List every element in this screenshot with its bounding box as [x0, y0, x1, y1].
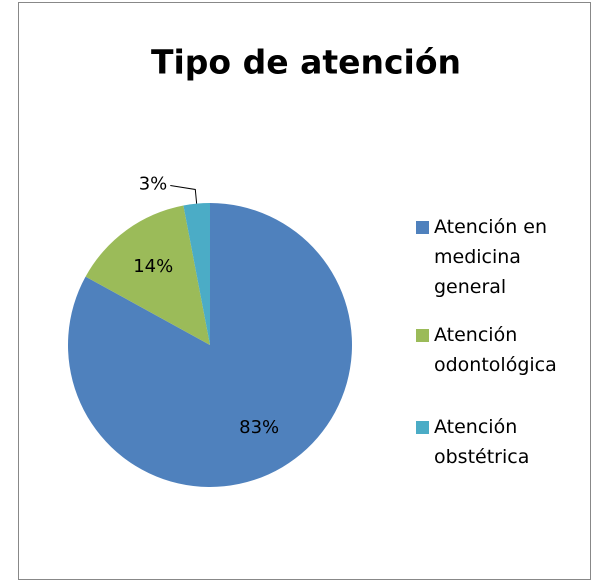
pie-slice [67, 203, 352, 487]
data-label: 14% [133, 256, 173, 277]
pie-slice [85, 205, 210, 345]
legend-label: Atención odontológica [434, 324, 557, 376]
chart-title: Tipo de atención [151, 43, 461, 82]
legend-swatch [416, 329, 429, 342]
leader-line [170, 184, 198, 204]
legend-item: Atención obstétrica [416, 412, 591, 472]
legend: Atención en medicina general Atención odo… [416, 212, 591, 472]
legend-swatch [416, 221, 429, 234]
data-label: 83% [239, 417, 279, 438]
legend-label: Atención obstétrica [434, 416, 530, 468]
legend-item: Atención en medicina general [416, 212, 591, 302]
legend-label: Atención en medicina general [434, 216, 548, 298]
legend-item: Atención odontológica [416, 320, 591, 380]
pie-slice [183, 203, 210, 345]
data-label: 3% [139, 173, 168, 194]
legend-swatch [416, 421, 429, 434]
